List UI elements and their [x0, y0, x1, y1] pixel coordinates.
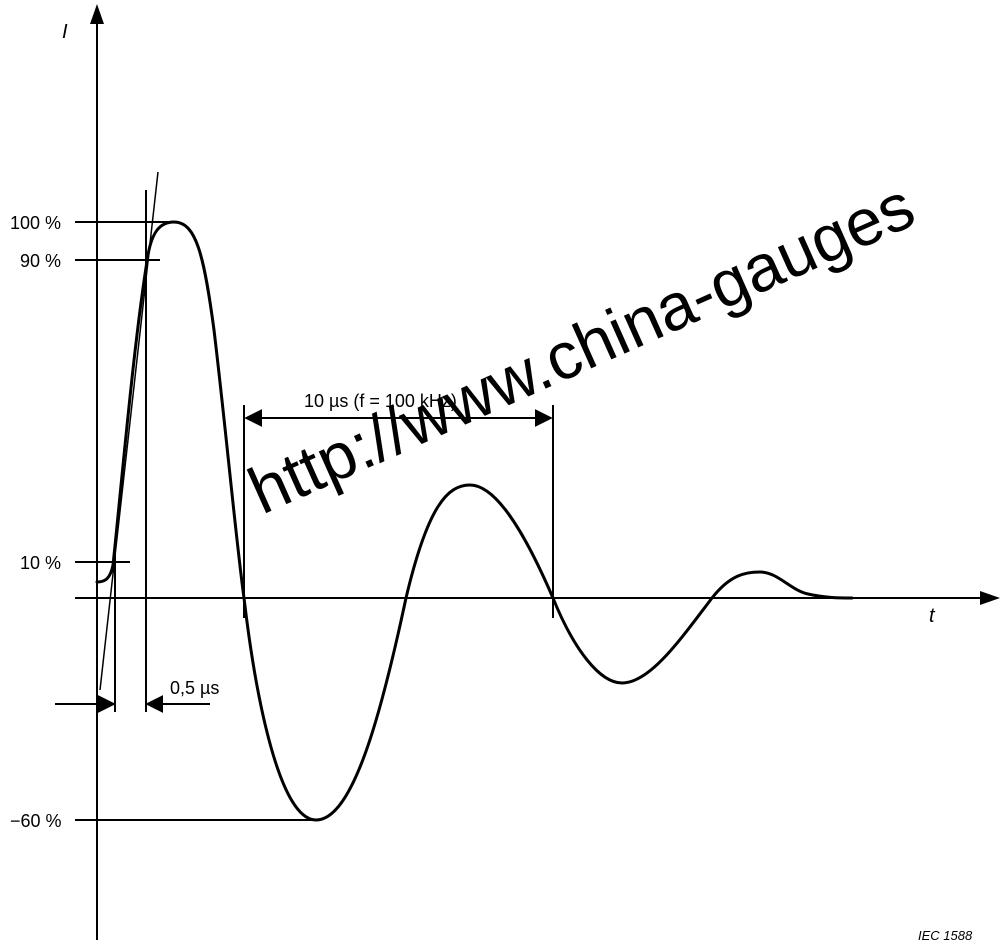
level-label-100: 100 % — [10, 213, 61, 233]
ring-wave-curve — [95, 220, 854, 822]
y-axis-arrow-icon — [90, 4, 104, 24]
x-axis-label: t — [929, 605, 936, 627]
period-label: 10 µs (f = 100 kHz) — [304, 391, 457, 411]
level-label-10: 10 % — [20, 553, 61, 573]
watermark: http://www.china-gauges — [238, 168, 925, 528]
level-label-minus60: −60 % — [10, 811, 62, 831]
x-axis-arrow-icon — [980, 591, 1000, 605]
y-axis-label: I — [62, 21, 68, 43]
level-label-90: 90 % — [20, 251, 61, 271]
figure-reference: IEC 1588 — [918, 928, 973, 943]
rise-time-label: 0,5 µs — [170, 678, 219, 698]
